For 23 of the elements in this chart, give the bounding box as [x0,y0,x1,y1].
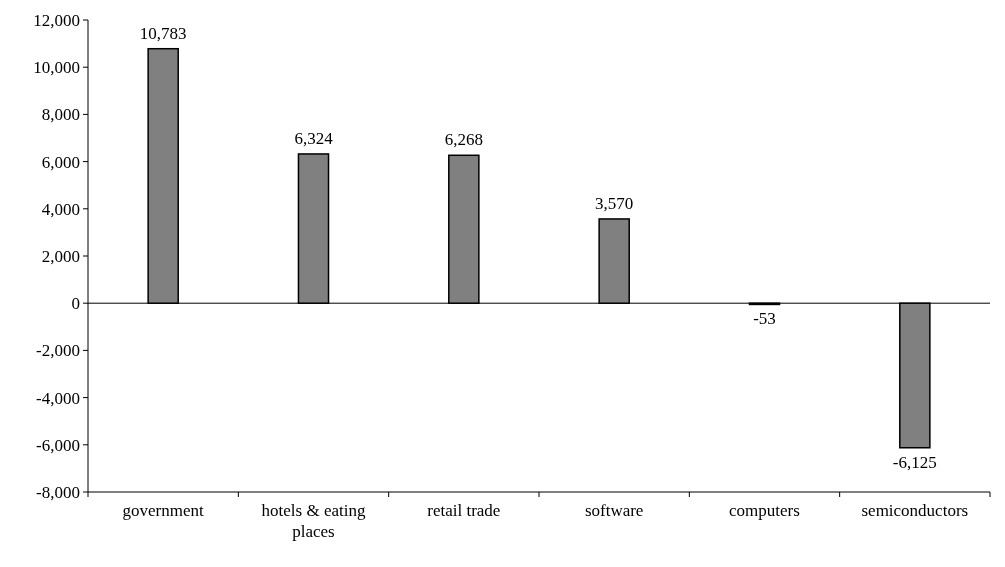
y-tick-label: 8,000 [41,105,80,125]
y-tick-label: -6,000 [36,435,80,455]
y-tick-label: -8,000 [36,482,80,502]
data-label: 6,324 [294,128,334,148]
y-tick-label: 12,000 [33,10,80,30]
y-tick-label: -2,000 [36,341,80,361]
data-label: -6,125 [892,452,937,472]
x-tick-label: semiconductors [861,501,969,520]
data-label: 3,570 [595,193,634,213]
y-tick-label: 6,000 [41,152,80,172]
y-tick-label: 4,000 [41,199,80,219]
y-tick-label: -4,000 [36,388,80,408]
x-tick-label: government [122,501,205,520]
data-label: 10,783 [139,23,187,43]
x-tick-label: computers [729,501,800,520]
data-label: 6,268 [444,130,483,150]
x-tick-label: hotels & eating places [261,501,366,541]
x-tick-label: retail trade [427,501,501,520]
y-tick-label: 2,000 [41,246,80,266]
y-tick-label: 10,000 [33,58,80,78]
x-tick-label: software [584,501,644,520]
y-tick-label: 0 [71,294,80,314]
data-label: -53 [753,309,776,329]
